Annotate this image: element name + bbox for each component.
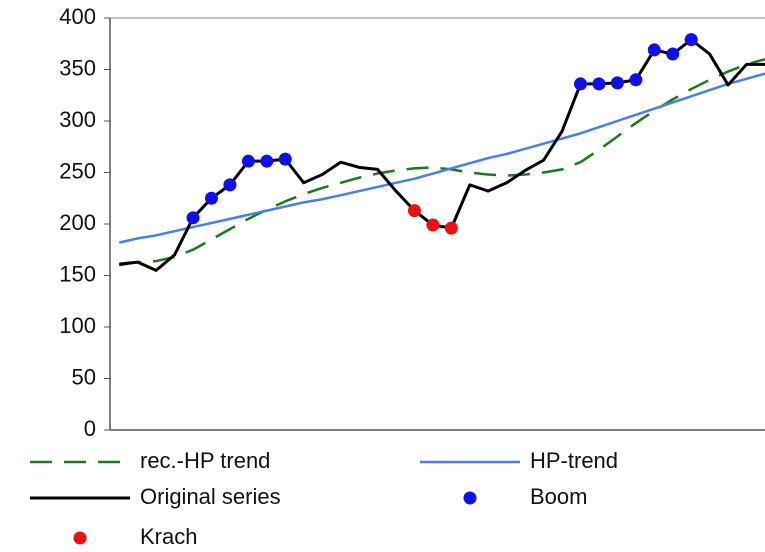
y-tick-label: 200 (59, 210, 96, 235)
point (241, 154, 255, 168)
point (186, 211, 200, 225)
point (204, 191, 218, 205)
legend-label: HP-trend (530, 448, 618, 473)
point (629, 73, 643, 87)
point (223, 178, 237, 192)
y-tick-label: 400 (59, 4, 96, 29)
point (684, 33, 698, 47)
line (119, 57, 765, 267)
point (407, 204, 421, 218)
y-tick-label: 250 (59, 158, 96, 183)
legend-label: Krach (140, 524, 197, 549)
point (444, 221, 458, 235)
y-tick-label: 300 (59, 107, 96, 132)
legend-marker (463, 491, 477, 505)
point (278, 152, 292, 166)
legend-label: Boom (530, 484, 587, 509)
point (666, 47, 680, 61)
y-tick-label: 100 (59, 313, 96, 338)
line (118, 72, 765, 244)
point (610, 76, 624, 90)
y-tick-label: 350 (59, 55, 96, 80)
legend-label: Original series (140, 484, 281, 509)
legend-label: rec.-HP trend (140, 448, 270, 473)
point (260, 154, 274, 168)
point (573, 77, 587, 91)
point (592, 77, 606, 91)
point (426, 218, 440, 232)
y-tick-label: 0 (84, 416, 96, 441)
y-tick-label: 150 (59, 261, 96, 286)
y-tick-label: 50 (72, 364, 96, 389)
point (647, 43, 661, 57)
legend-marker (73, 531, 87, 545)
